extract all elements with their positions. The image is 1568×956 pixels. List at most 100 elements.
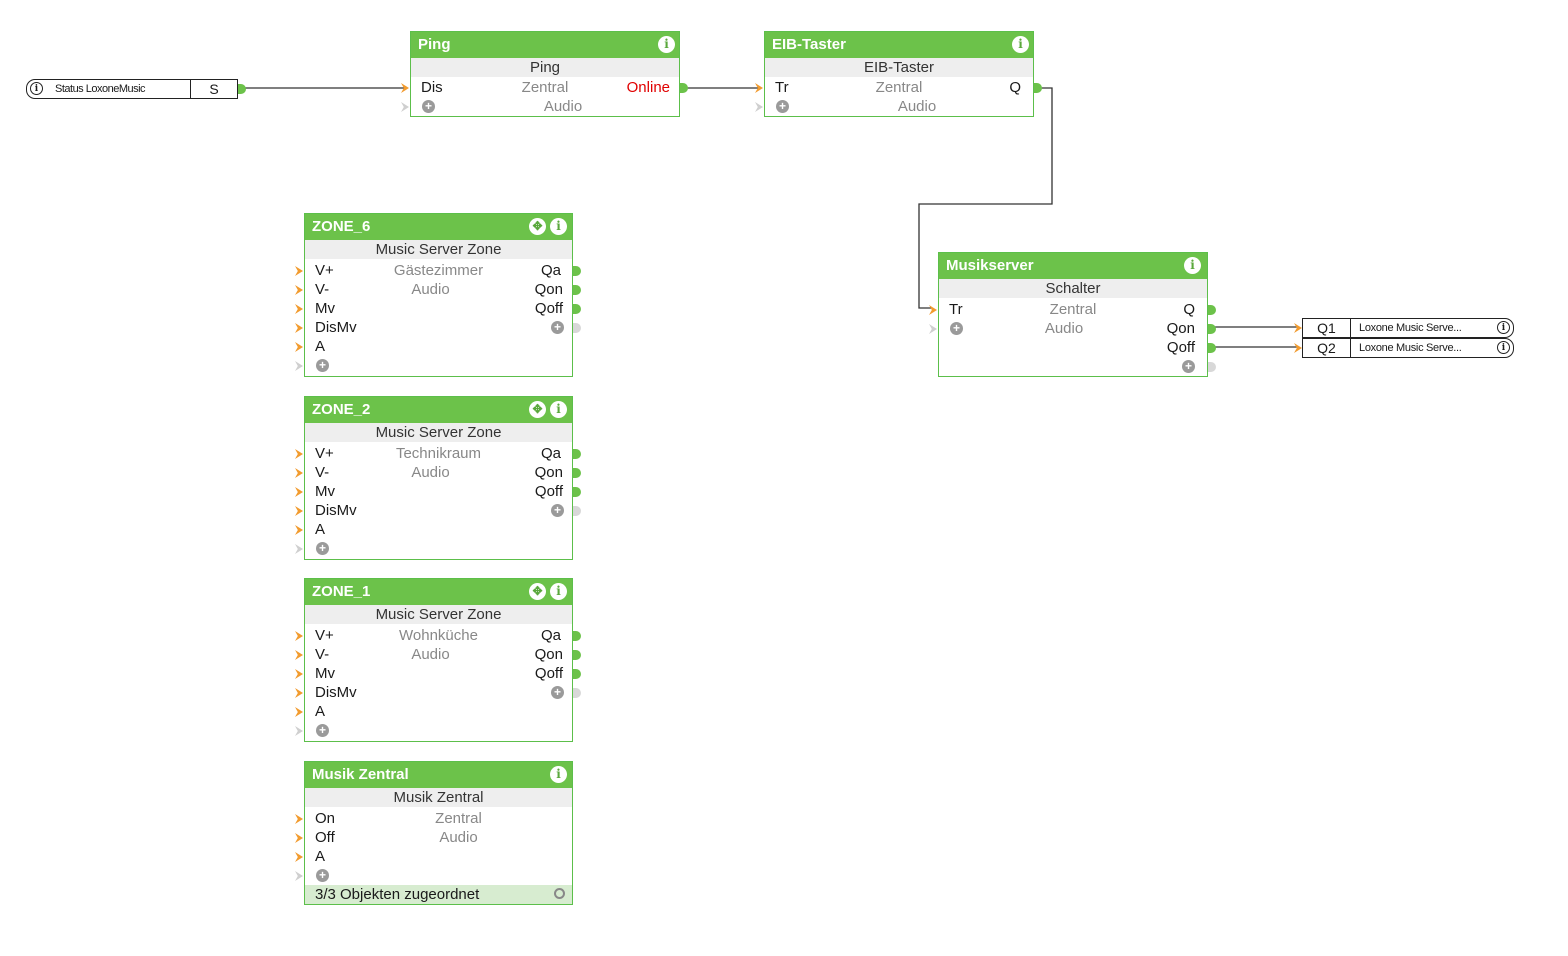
output-pin-add[interactable] <box>573 688 581 698</box>
input-connector-status[interactable]: i Status LoxoneMusic S <box>26 79 238 99</box>
output-pin[interactable] <box>1208 305 1216 315</box>
output-online[interactable]: Online <box>626 79 670 96</box>
input-pin[interactable] <box>295 650 303 660</box>
input-tr[interactable]: Tr <box>949 301 963 318</box>
input-pin[interactable] <box>295 323 303 333</box>
block-header[interactable]: Musik Zentral i <box>305 762 572 788</box>
input-pin-add[interactable] <box>755 102 763 112</box>
block-header[interactable]: EIB-Taster i <box>765 32 1033 58</box>
info-icon[interactable]: i <box>550 218 567 235</box>
input-pin-add[interactable] <box>401 102 409 112</box>
input-pin[interactable] <box>295 631 303 641</box>
input-dismv[interactable]: DisMv <box>315 502 357 519</box>
output-qoff[interactable]: Qoff <box>534 483 563 500</box>
input-vplus[interactable]: V+ <box>315 262 334 279</box>
assigned-objects-footer[interactable]: 3/3 Objekten zugeordnet <box>305 885 572 904</box>
input-pin-add[interactable] <box>295 726 303 736</box>
musikserver-block[interactable]: Musikserver i Schalter Zentral Audio Tr Q… <box>929 252 1216 377</box>
input-pin[interactable] <box>295 304 303 314</box>
input-pin[interactable] <box>295 852 303 862</box>
output-connector-q2[interactable]: Q2 Loxone Music Serve... i <box>1302 338 1514 358</box>
add-input-icon[interactable]: + <box>422 100 435 113</box>
info-icon[interactable]: i <box>30 82 43 95</box>
zone-6-block[interactable]: ZONE_6 ✥ i Music Server Zone Gästezimmer A… <box>295 213 581 377</box>
input-on[interactable]: On <box>315 810 336 827</box>
ping-block[interactable]: Ping i Ping Zentral Audio Dis Online + <box>401 31 688 117</box>
output-pin[interactable] <box>573 669 581 679</box>
input-mv[interactable]: Mv <box>315 300 335 317</box>
add-output-icon[interactable]: + <box>1182 360 1195 373</box>
output-qa[interactable]: Qa <box>540 627 561 644</box>
output-qa[interactable]: Qa <box>540 445 561 462</box>
output-pin[interactable] <box>1208 324 1216 334</box>
gear-icon[interactable] <box>554 888 565 899</box>
input-off[interactable]: Off <box>315 829 335 846</box>
input-dismv[interactable]: DisMv <box>315 684 357 701</box>
output-pin[interactable] <box>1208 343 1216 353</box>
output-qon[interactable]: Qon <box>534 281 563 298</box>
input-mv[interactable]: Mv <box>315 483 335 500</box>
add-input-icon[interactable]: + <box>316 724 329 737</box>
output-pin[interactable] <box>573 304 581 314</box>
eib-taster-block[interactable]: EIB-Taster i EIB-Taster Zentral Audio Tr … <box>755 31 1042 117</box>
input-pin[interactable] <box>295 707 303 717</box>
output-pin[interactable] <box>573 631 581 641</box>
info-icon[interactable]: i <box>550 401 567 418</box>
output-pin[interactable] <box>573 285 581 295</box>
info-icon[interactable]: i <box>1497 321 1510 334</box>
add-input-icon[interactable]: + <box>316 359 329 372</box>
add-input-icon[interactable]: + <box>316 869 329 882</box>
output-qoff[interactable]: Qoff <box>1166 339 1195 356</box>
input-vplus[interactable]: V+ <box>315 445 334 462</box>
info-icon[interactable]: i <box>550 583 567 600</box>
output-pin[interactable] <box>573 468 581 478</box>
info-icon[interactable]: i <box>1184 257 1201 274</box>
connector-output-pin[interactable] <box>238 84 246 94</box>
output-qon[interactable]: Qon <box>534 464 563 481</box>
input-pin-add[interactable] <box>295 544 303 554</box>
output-qoff[interactable]: Qoff <box>534 665 563 682</box>
input-pin[interactable] <box>295 468 303 478</box>
move-icon[interactable]: ✥ <box>529 401 546 418</box>
add-input-icon[interactable]: + <box>776 100 789 113</box>
input-a[interactable]: A <box>315 521 326 538</box>
input-a[interactable]: A <box>315 338 326 355</box>
output-qoff[interactable]: Qoff <box>534 300 563 317</box>
input-pin[interactable] <box>295 449 303 459</box>
info-icon[interactable]: i <box>550 766 567 783</box>
info-icon[interactable]: i <box>658 36 675 53</box>
info-icon[interactable]: i <box>1012 36 1029 53</box>
move-icon[interactable]: ✥ <box>529 583 546 600</box>
output-pin[interactable] <box>573 650 581 660</box>
input-mv[interactable]: Mv <box>315 665 335 682</box>
block-header[interactable]: Ping i <box>411 32 679 58</box>
zone-2-block[interactable]: ZONE_2 ✥ i Music Server Zone Technikraum A… <box>295 396 581 560</box>
zone-1-block[interactable]: ZONE_1 ✥ i Music Server Zone Wohnküche Aud… <box>295 578 581 742</box>
move-icon[interactable]: ✥ <box>529 218 546 235</box>
input-pin[interactable] <box>295 487 303 497</box>
output-pin-add[interactable] <box>1208 362 1216 372</box>
output-q[interactable]: Q <box>1183 301 1195 318</box>
input-vminus[interactable]: V- <box>315 646 330 663</box>
output-q[interactable]: Q <box>1009 79 1021 96</box>
input-pin[interactable] <box>295 506 303 516</box>
output-pin-add[interactable] <box>573 323 581 333</box>
output-pin[interactable] <box>573 449 581 459</box>
add-input-icon[interactable]: + <box>316 542 329 555</box>
output-pin[interactable] <box>573 266 581 276</box>
output-pin[interactable] <box>573 487 581 497</box>
output-qa[interactable]: Qa <box>540 262 561 279</box>
input-pin[interactable] <box>295 688 303 698</box>
info-icon[interactable]: i <box>1497 341 1510 354</box>
input-pin[interactable] <box>295 525 303 535</box>
block-header[interactable]: ZONE_6 ✥ i <box>305 214 572 240</box>
output-qon[interactable]: Qon <box>534 646 563 663</box>
input-pin[interactable] <box>755 83 763 93</box>
input-pin[interactable] <box>295 342 303 352</box>
input-pin-add[interactable] <box>295 871 303 881</box>
output-connector-pin[interactable] <box>1294 343 1302 353</box>
output-connector-q1[interactable]: Q1 Loxone Music Serve... i <box>1302 318 1514 338</box>
input-pin[interactable] <box>401 83 409 93</box>
input-vminus[interactable]: V- <box>315 281 330 298</box>
add-input-icon[interactable]: + <box>950 322 963 335</box>
